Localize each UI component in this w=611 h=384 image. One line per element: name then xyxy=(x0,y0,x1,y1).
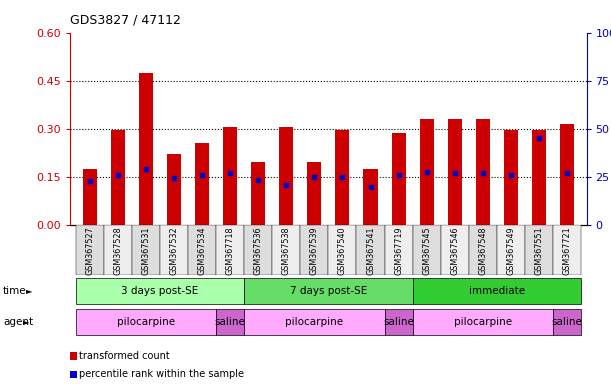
Bar xyxy=(553,225,581,275)
Text: GSM367528: GSM367528 xyxy=(114,226,122,275)
Bar xyxy=(167,154,181,225)
Bar xyxy=(553,309,581,334)
Text: percentile rank within the sample: percentile rank within the sample xyxy=(79,369,244,379)
Text: saline: saline xyxy=(383,316,414,327)
Bar xyxy=(412,225,441,275)
Bar xyxy=(412,309,553,334)
Bar xyxy=(441,225,469,275)
Bar xyxy=(476,119,490,225)
Text: GSM367540: GSM367540 xyxy=(338,226,347,275)
Text: GSM367541: GSM367541 xyxy=(366,226,375,275)
Bar xyxy=(469,225,497,275)
Text: GSM367718: GSM367718 xyxy=(225,226,235,275)
Text: GSM367532: GSM367532 xyxy=(170,226,178,275)
Bar xyxy=(216,225,244,275)
Text: ►: ► xyxy=(26,286,32,295)
Bar xyxy=(384,225,412,275)
Bar xyxy=(392,134,406,225)
Bar xyxy=(76,278,244,304)
Text: GSM367539: GSM367539 xyxy=(310,226,319,275)
Bar xyxy=(532,130,546,225)
Text: ►: ► xyxy=(23,317,30,326)
Bar xyxy=(223,127,237,225)
Bar xyxy=(139,73,153,225)
Bar xyxy=(76,309,216,334)
Text: GSM367534: GSM367534 xyxy=(197,226,207,275)
Bar xyxy=(273,225,301,275)
Text: GSM367721: GSM367721 xyxy=(562,226,571,275)
Text: time: time xyxy=(3,286,27,296)
Text: pilocarpine: pilocarpine xyxy=(454,316,512,327)
Text: GSM367551: GSM367551 xyxy=(535,226,543,275)
Bar xyxy=(132,225,160,275)
Bar xyxy=(111,130,125,225)
Bar xyxy=(76,225,104,275)
Bar xyxy=(412,278,581,304)
Bar xyxy=(560,124,574,225)
Bar xyxy=(244,309,384,334)
Text: pilocarpine: pilocarpine xyxy=(117,316,175,327)
Bar xyxy=(307,162,321,225)
Text: GSM367548: GSM367548 xyxy=(478,226,487,275)
Bar xyxy=(279,127,293,225)
Text: 7 days post-SE: 7 days post-SE xyxy=(290,286,367,296)
Bar xyxy=(497,225,525,275)
Bar xyxy=(335,130,349,225)
Bar xyxy=(364,169,378,225)
Bar xyxy=(525,225,553,275)
Bar xyxy=(504,130,518,225)
Bar xyxy=(83,169,97,225)
Text: GSM367536: GSM367536 xyxy=(254,226,263,275)
Bar xyxy=(448,119,462,225)
Bar xyxy=(384,309,412,334)
Bar xyxy=(244,225,273,275)
Text: transformed count: transformed count xyxy=(79,351,170,361)
Bar xyxy=(301,225,329,275)
Text: GSM367549: GSM367549 xyxy=(507,226,515,275)
Text: pilocarpine: pilocarpine xyxy=(285,316,343,327)
Text: saline: saline xyxy=(215,316,246,327)
Text: immediate: immediate xyxy=(469,286,525,296)
Text: GSM367546: GSM367546 xyxy=(450,226,459,275)
Text: GSM367719: GSM367719 xyxy=(394,226,403,275)
Bar xyxy=(244,278,412,304)
Text: saline: saline xyxy=(552,316,582,327)
Bar xyxy=(216,309,244,334)
Bar xyxy=(251,162,265,225)
Text: GSM367531: GSM367531 xyxy=(142,226,150,275)
Bar xyxy=(356,225,384,275)
Bar xyxy=(104,225,132,275)
Text: 3 days post-SE: 3 days post-SE xyxy=(122,286,199,296)
Bar xyxy=(160,225,188,275)
Bar xyxy=(329,225,356,275)
Bar xyxy=(188,225,216,275)
Bar xyxy=(195,143,209,225)
Text: GSM367545: GSM367545 xyxy=(422,226,431,275)
Text: GDS3827 / 47112: GDS3827 / 47112 xyxy=(70,13,181,26)
Text: GSM367538: GSM367538 xyxy=(282,226,291,275)
Text: agent: agent xyxy=(3,316,33,327)
Bar xyxy=(420,119,434,225)
Text: GSM367527: GSM367527 xyxy=(86,226,95,275)
